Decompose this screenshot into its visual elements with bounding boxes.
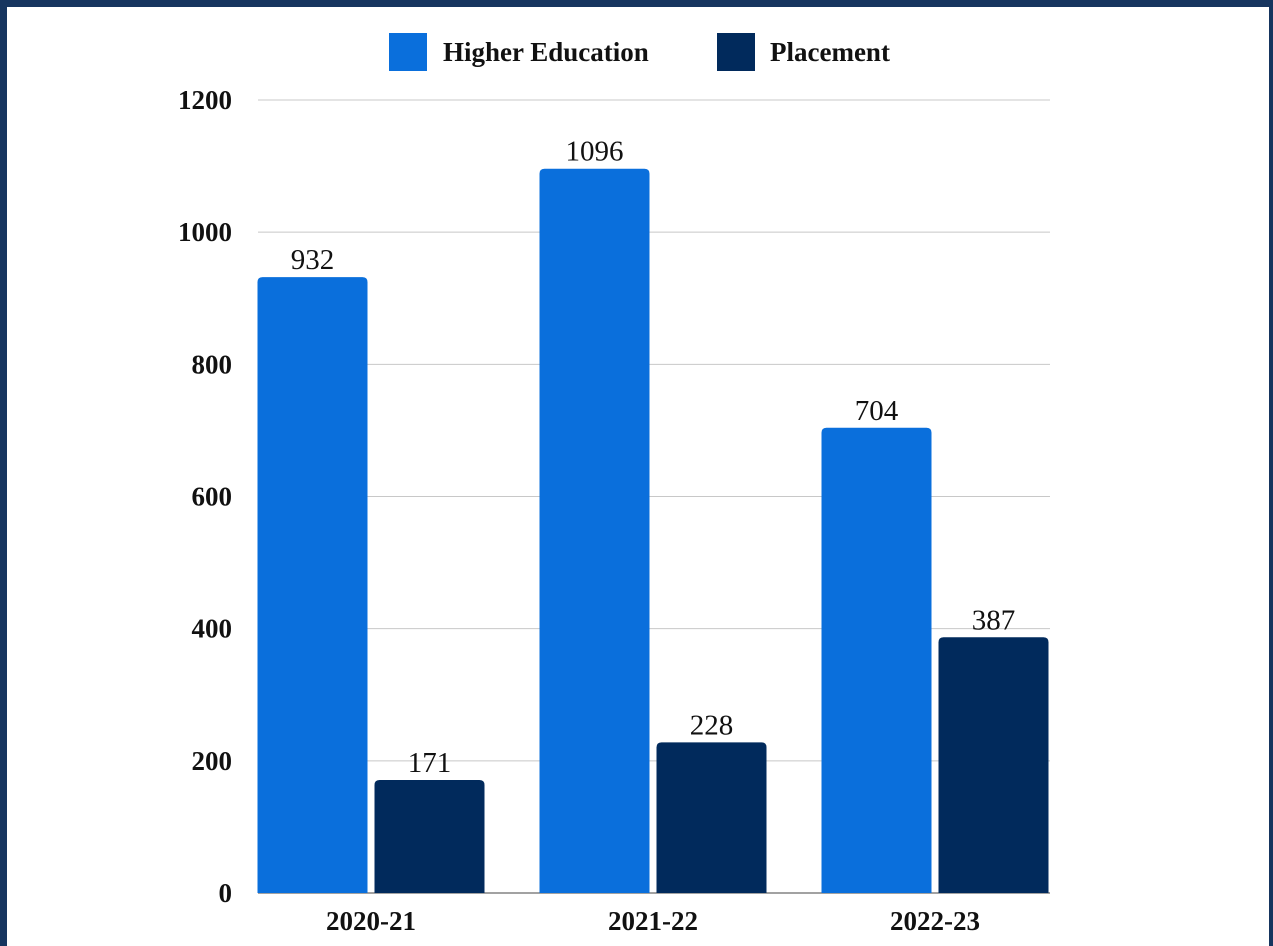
bar-placement-2020-21: [374, 779, 485, 893]
legend-label: Placement: [770, 37, 890, 67]
y-tick-label: 1000: [178, 217, 232, 247]
data-label: 387: [972, 604, 1016, 636]
x-tick-label: 2022-23: [890, 906, 980, 936]
x-tick-label: 2021-22: [608, 906, 698, 936]
data-label: 1096: [566, 136, 624, 168]
y-tick-label: 800: [192, 349, 233, 379]
x-tick-label: 2020-21: [326, 906, 416, 936]
bar-layer: [257, 168, 1049, 893]
y-tick-label: 1200: [178, 85, 232, 115]
data-label: 704: [855, 395, 899, 427]
data-label: 932: [291, 244, 335, 276]
legend-swatch-higher-education: [389, 33, 427, 71]
legend: Higher Education Placement: [389, 33, 890, 71]
bar-higher-education-2022-23: [821, 427, 932, 893]
y-tick-label: 0: [219, 878, 233, 908]
data-label: 171: [408, 747, 452, 779]
bar-higher-education-2021-22: [539, 168, 650, 893]
legend-label: Higher Education: [443, 37, 649, 67]
label-layer: 0 200 400 600 800 1000 1200 932 171 2020-21 1096 22…: [178, 85, 1015, 936]
bar-higher-education-2020-21: [257, 277, 368, 893]
bar-placement-2022-23: [938, 637, 1049, 893]
y-tick-label: 400: [192, 614, 233, 644]
y-tick-label: 600: [192, 482, 233, 512]
bar-placement-2021-22: [656, 742, 767, 893]
y-tick-label: 200: [192, 746, 233, 776]
legend-swatch-placement: [717, 33, 755, 71]
data-label: 228: [690, 709, 734, 741]
